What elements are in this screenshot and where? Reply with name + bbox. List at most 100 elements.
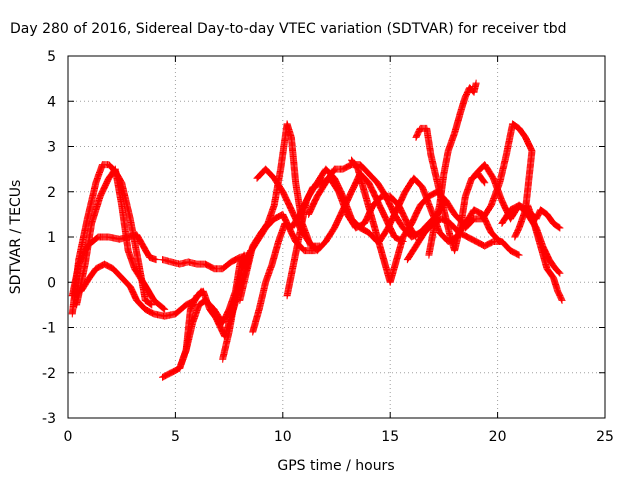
y-tick-label: 0 xyxy=(47,275,56,291)
series-arc-4 xyxy=(77,260,205,320)
data-marker-run xyxy=(412,126,424,141)
data-marker-run xyxy=(429,203,443,236)
data-marker-run xyxy=(425,230,437,259)
data-marker-run xyxy=(283,261,297,300)
data-marker-run xyxy=(549,274,561,294)
data-marker-run xyxy=(502,121,516,160)
data-marker-run xyxy=(313,180,329,200)
data-marker-run xyxy=(249,230,265,250)
data-marker-run xyxy=(343,210,359,231)
data-marker-run xyxy=(376,225,391,245)
data-marker-run xyxy=(524,201,538,226)
data-marker-run xyxy=(182,307,194,354)
data-marker xyxy=(558,296,566,304)
data-marker-run xyxy=(283,120,295,140)
data-marker-run xyxy=(109,265,125,281)
data-marker-run xyxy=(354,165,368,195)
data-marker-run xyxy=(81,221,95,268)
data-marker-run xyxy=(352,220,367,232)
data-marker-run xyxy=(141,296,155,308)
x-tick-label: 5 xyxy=(171,429,180,445)
data-marker-run xyxy=(88,193,104,227)
data-marker-run xyxy=(457,194,469,227)
y-tick-label: -1 xyxy=(42,321,56,337)
data-marker-run xyxy=(111,165,125,208)
data-marker xyxy=(152,256,160,264)
data-marker-run xyxy=(118,201,132,253)
x-tick-label: 0 xyxy=(64,429,73,445)
data-marker-run xyxy=(498,207,514,227)
data-marker-run xyxy=(384,207,400,232)
data-marker-run xyxy=(481,161,497,181)
data-marker-run xyxy=(305,193,321,218)
data-marker-run xyxy=(348,156,361,172)
data-marker-run xyxy=(86,266,99,282)
data-marker-run xyxy=(386,257,400,286)
data-marker-run xyxy=(440,148,452,178)
data-marker-run xyxy=(309,179,324,191)
data-marker-run xyxy=(393,234,407,264)
y-tick-label: -3 xyxy=(42,411,56,427)
series-arc-18 xyxy=(425,79,480,259)
data-marker-run xyxy=(219,329,233,363)
data-marker-run xyxy=(96,175,112,200)
data-marker-run xyxy=(68,261,82,300)
data-marker xyxy=(511,233,519,241)
x-tick-label: 10 xyxy=(274,429,292,445)
data-marker-run xyxy=(543,265,557,281)
data-marker-run xyxy=(242,243,256,277)
data-marker-run xyxy=(545,256,559,272)
data-marker-run xyxy=(139,278,157,303)
data-marker-run xyxy=(365,170,380,186)
data-marker xyxy=(161,305,169,313)
data-marker-run xyxy=(511,224,523,240)
x-tick-label: 20 xyxy=(489,429,507,445)
data-marker-run xyxy=(249,307,263,336)
data-marker-run xyxy=(436,229,451,245)
y-tick-label: 2 xyxy=(47,185,56,201)
data-marker-run xyxy=(219,306,233,327)
data-marker-run xyxy=(537,206,550,218)
data-marker xyxy=(515,251,523,259)
data-marker xyxy=(481,179,489,187)
data-marker-run xyxy=(199,287,213,312)
data-marker-run xyxy=(393,189,409,214)
data-marker-run xyxy=(131,265,146,285)
data-marker xyxy=(472,79,480,87)
series-arc-17 xyxy=(412,124,489,255)
series-arc-22 xyxy=(524,201,566,304)
data-marker-run xyxy=(92,162,106,187)
data-marker xyxy=(556,269,564,277)
data-marker-run xyxy=(537,242,551,271)
data-marker-run xyxy=(202,260,217,272)
data-marker-run xyxy=(549,219,563,231)
data-marker-run xyxy=(403,243,419,264)
data-marker-run xyxy=(186,293,200,313)
data-marker-run xyxy=(461,207,477,227)
data-marker-run xyxy=(470,206,485,218)
series-arc-3 xyxy=(73,165,169,313)
data-marker-run xyxy=(296,198,310,236)
data-marker-run xyxy=(330,207,346,232)
data-marker-run xyxy=(236,252,248,268)
data-marker-run xyxy=(408,202,424,227)
data-marker-run xyxy=(373,179,389,199)
data-marker-run xyxy=(118,274,133,290)
data-marker-run xyxy=(436,171,448,209)
data-marker-run xyxy=(416,220,432,236)
data-marker-run xyxy=(257,220,271,236)
data-marker-run xyxy=(83,180,100,223)
data-marker-run xyxy=(367,210,381,240)
data-marker-run xyxy=(412,230,428,250)
data-marker-run xyxy=(236,270,250,304)
data-marker-run xyxy=(552,265,563,276)
data-marker-run xyxy=(496,153,510,187)
y-tick-label: 4 xyxy=(47,94,56,110)
x-tick-label: 15 xyxy=(381,429,399,445)
data-marker-run xyxy=(543,210,557,226)
data-marker-run xyxy=(232,266,246,300)
data-marker-run xyxy=(515,124,529,140)
data-marker-run xyxy=(461,216,477,232)
data-marker-run xyxy=(313,238,329,255)
